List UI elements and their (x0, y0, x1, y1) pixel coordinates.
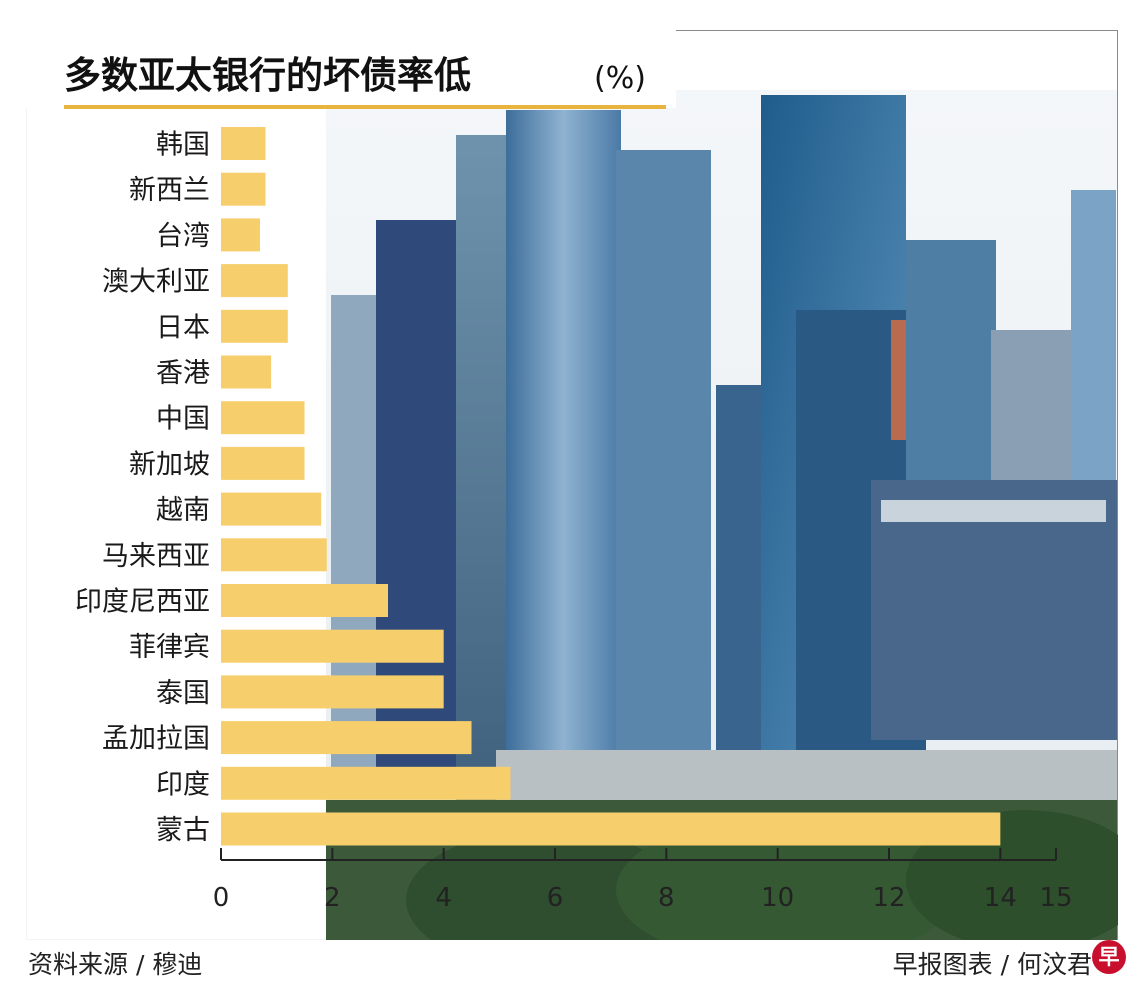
category-label: 新西兰 (129, 175, 210, 206)
bar (221, 401, 305, 435)
bar (221, 218, 260, 252)
credit-note: 早报图表 / 何汶君 (892, 950, 1092, 979)
category-label: 澳大利亚 (102, 267, 210, 298)
x-tick-label: 12 (872, 883, 905, 913)
category-label: 台湾 (156, 221, 210, 252)
category-label: 菲律宾 (129, 632, 210, 663)
bar (221, 766, 511, 800)
x-tick-label: 14 (984, 883, 1017, 913)
category-label: 新加坡 (129, 449, 210, 480)
bar (221, 584, 388, 617)
bar (221, 721, 472, 755)
category-label: 香港 (156, 358, 210, 389)
category-label: 日本 (156, 312, 210, 343)
x-tick-label: 10 (761, 883, 794, 913)
bar (221, 538, 327, 572)
category-label: 蒙古 (156, 815, 210, 846)
bar (221, 309, 288, 343)
category-label: 越南 (156, 495, 210, 526)
x-tick-label: 6 (547, 883, 564, 913)
bar-chart: 多数亚太银行的坏债率低 (%) 韩国新西兰台湾澳大利亚日本香港中国新加坡越南马来… (26, 30, 1118, 940)
category-label: 印度 (156, 769, 210, 800)
category-label: 孟加拉国 (102, 724, 210, 755)
x-tick-label: 0 (213, 883, 230, 913)
x-tick-label: 8 (658, 883, 675, 913)
bars (221, 127, 1001, 846)
bar (221, 675, 444, 709)
category-label: 中国 (156, 404, 210, 435)
bar (221, 812, 1001, 846)
bar (221, 127, 266, 160)
source-note: 资料来源 / 穆迪 (28, 950, 203, 979)
category-label: 马来西亚 (102, 541, 210, 572)
bar (221, 446, 305, 480)
category-label: 韩国 (156, 130, 210, 161)
title-underline (64, 105, 666, 109)
zaobao-logo-icon: 早 (1092, 940, 1126, 974)
category-labels: 韩国新西兰台湾澳大利亚日本香港中国新加坡越南马来西亚印度尼西亚菲律宾泰国孟加拉国… (75, 130, 210, 847)
bar (221, 355, 272, 389)
unit-label: (%) (594, 61, 646, 96)
bar (221, 629, 444, 663)
x-tick-label: 4 (435, 883, 452, 913)
bar (221, 172, 266, 206)
title-panel (26, 30, 676, 108)
category-label: 印度尼西亚 (75, 587, 210, 618)
x-tick-label: 15 (1039, 883, 1072, 913)
x-tick-label: 2 (324, 883, 341, 913)
bar (221, 492, 322, 526)
bar (221, 264, 288, 298)
category-label: 泰国 (156, 678, 210, 709)
x-axis: 0 2 4 6 8 10 12 14 15 (213, 848, 1073, 913)
chart-title: 多数亚太银行的坏债率低 (64, 54, 471, 97)
